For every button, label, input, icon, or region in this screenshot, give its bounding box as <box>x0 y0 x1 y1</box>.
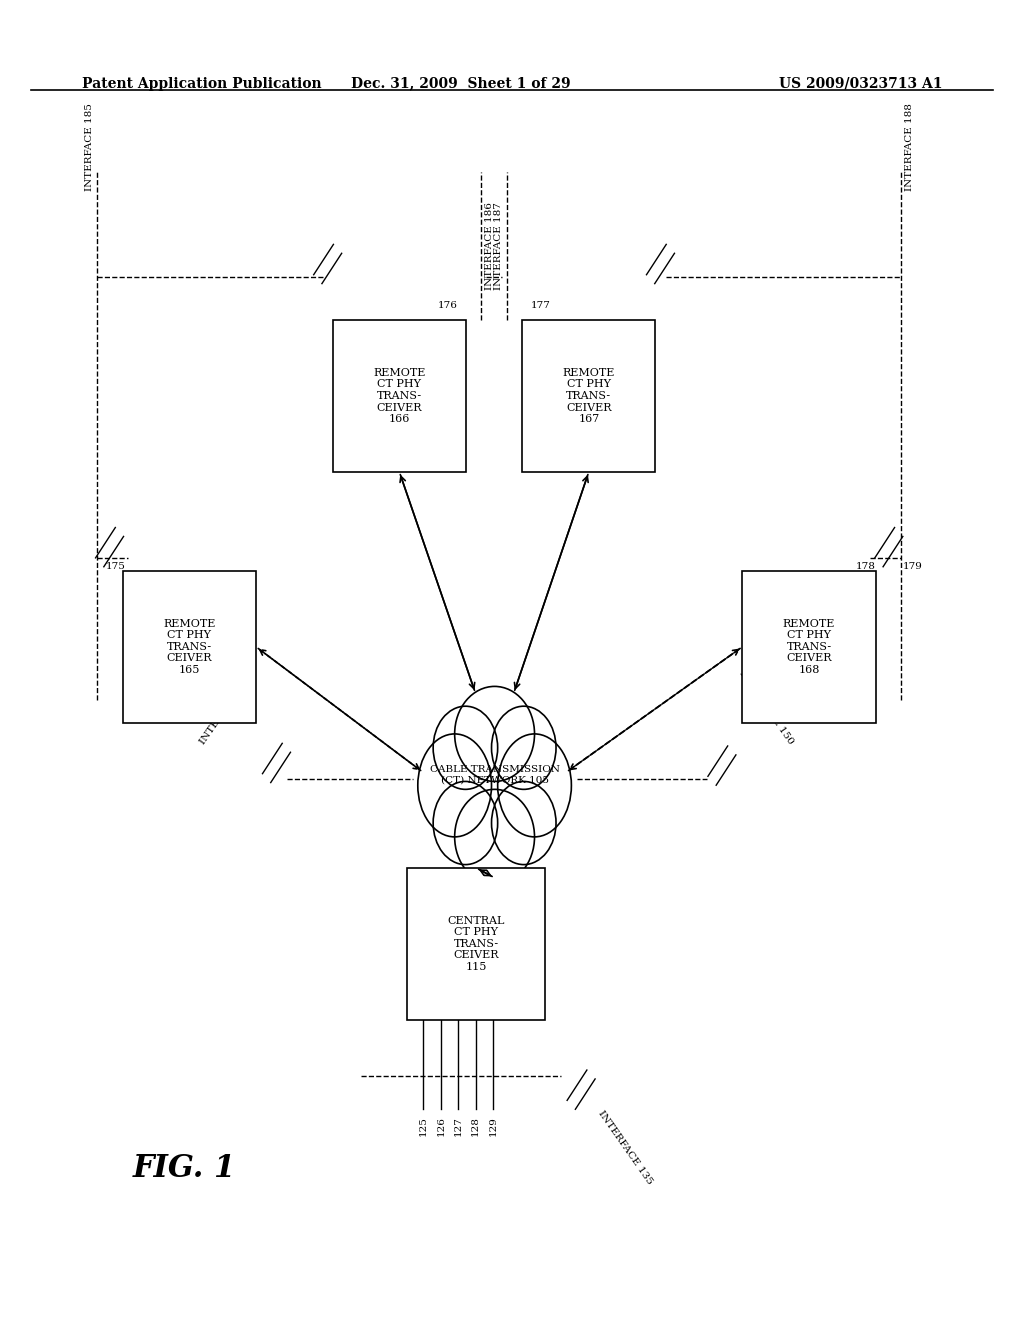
Text: 175: 175 <box>105 562 125 570</box>
Text: INTERFACE 160: INTERFACE 160 <box>199 669 256 746</box>
Text: 125: 125 <box>419 1117 428 1137</box>
Text: 177: 177 <box>530 301 550 310</box>
Ellipse shape <box>455 686 535 781</box>
Text: INTERFACE 188: INTERFACE 188 <box>905 103 913 191</box>
Text: 176: 176 <box>438 301 458 310</box>
Text: INTERFACE 150: INTERFACE 150 <box>737 669 795 746</box>
Bar <box>408 869 545 1020</box>
Text: REMOTE
CT PHY
TRANS-
CEIVER
166: REMOTE CT PHY TRANS- CEIVER 166 <box>373 368 426 424</box>
Ellipse shape <box>498 734 571 837</box>
Ellipse shape <box>433 781 498 865</box>
Text: INTERFACE 185: INTERFACE 185 <box>85 103 93 191</box>
Ellipse shape <box>492 706 556 789</box>
Bar <box>742 570 876 722</box>
Text: 128: 128 <box>471 1117 480 1137</box>
Ellipse shape <box>439 714 550 857</box>
Text: REMOTE
CT PHY
TRANS-
CEIVER
167: REMOTE CT PHY TRANS- CEIVER 167 <box>562 368 615 424</box>
Text: FIG. 1: FIG. 1 <box>133 1152 237 1184</box>
Bar <box>123 570 256 722</box>
Text: Patent Application Publication: Patent Application Publication <box>82 77 322 91</box>
Text: Dec. 31, 2009  Sheet 1 of 29: Dec. 31, 2009 Sheet 1 of 29 <box>351 77 570 91</box>
Text: 179: 179 <box>903 562 923 570</box>
Text: 129: 129 <box>488 1117 498 1137</box>
Text: INTERFACE 135: INTERFACE 135 <box>596 1109 654 1187</box>
Text: INTERFACE 187: INTERFACE 187 <box>494 202 503 290</box>
Text: 127: 127 <box>454 1117 463 1137</box>
Text: CENTRAL
CT PHY
TRANS-
CEIVER
115: CENTRAL CT PHY TRANS- CEIVER 115 <box>447 916 505 972</box>
Ellipse shape <box>418 734 492 837</box>
Text: REMOTE
CT PHY
TRANS-
CEIVER
165: REMOTE CT PHY TRANS- CEIVER 165 <box>163 619 216 675</box>
Text: 178: 178 <box>856 562 876 570</box>
Ellipse shape <box>455 789 535 884</box>
Ellipse shape <box>492 781 556 865</box>
Text: US 2009/0323713 A1: US 2009/0323713 A1 <box>778 77 942 91</box>
Bar <box>333 321 466 473</box>
Text: REMOTE
CT PHY
TRANS-
CEIVER
168: REMOTE CT PHY TRANS- CEIVER 168 <box>782 619 836 675</box>
Text: CABLE TRANSMISSION
(CT) NETWORK 105: CABLE TRANSMISSION (CT) NETWORK 105 <box>430 766 559 784</box>
Text: INTERFACE 186: INTERFACE 186 <box>485 202 495 290</box>
Text: 126: 126 <box>436 1117 445 1137</box>
Bar <box>522 321 655 473</box>
Ellipse shape <box>433 706 498 789</box>
